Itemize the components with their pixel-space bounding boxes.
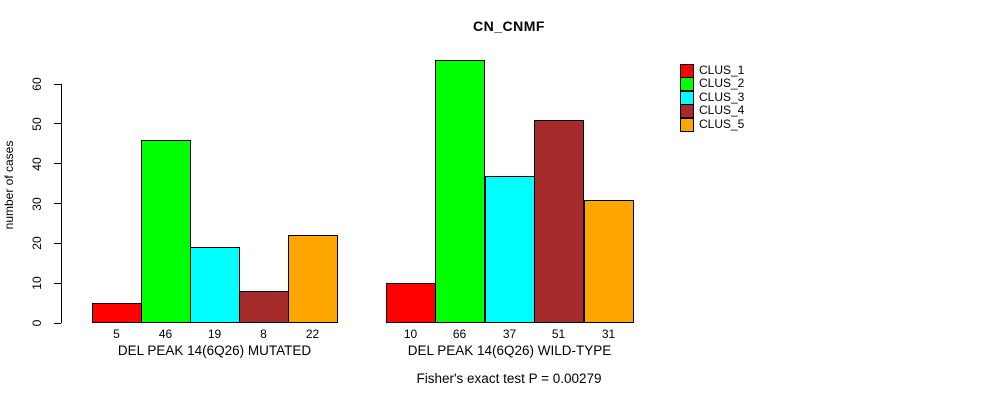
bar-clus_3-group2 bbox=[485, 176, 535, 323]
legend-label-clus_3: CLUS_3 bbox=[699, 89, 745, 104]
legend-label-clus_2: CLUS_2 bbox=[699, 76, 745, 91]
y-tick-label-0: 0 bbox=[30, 319, 44, 327]
legend-label-clus_4: CLUS_4 bbox=[699, 103, 745, 118]
y-tick-mark-20 bbox=[54, 242, 61, 244]
bar-clus_2-group2 bbox=[435, 60, 485, 323]
bar-clus_1-group2 bbox=[386, 283, 436, 323]
bar-clus_4-group2 bbox=[534, 120, 584, 323]
bar-value-clus_1-group1: 5 bbox=[113, 327, 120, 341]
y-tick-label-40: 40 bbox=[30, 156, 44, 171]
bar-clus_5-group2 bbox=[584, 200, 634, 323]
group-label-2: DEL PEAK 14(6Q26) WILD-TYPE bbox=[407, 343, 612, 358]
bar-clus_4-group1 bbox=[239, 291, 289, 323]
legend-swatch-clus_1 bbox=[680, 64, 694, 78]
y-tick-label-10: 10 bbox=[30, 276, 44, 290]
y-tick-mark-10 bbox=[54, 282, 61, 284]
legend-swatch-clus_3 bbox=[680, 90, 694, 105]
y-tick-mark-40 bbox=[54, 163, 61, 165]
bar-value-clus_5-group1: 22 bbox=[305, 327, 320, 341]
y-tick-mark-60 bbox=[54, 83, 61, 85]
y-axis-line bbox=[61, 84, 62, 323]
bar-value-clus_4-group1: 8 bbox=[260, 327, 267, 341]
y-tick-label-30: 30 bbox=[30, 196, 44, 211]
group-label-1: DEL PEAK 14(6Q26) MUTATED bbox=[117, 343, 312, 358]
y-tick-mark-30 bbox=[54, 203, 61, 204]
y-tick-label-50: 50 bbox=[30, 117, 44, 131]
bar-value-clus_3-group1: 19 bbox=[207, 327, 222, 341]
legend-label-clus_1: CLUS_1 bbox=[699, 63, 745, 77]
bar-value-clus_4-group2: 51 bbox=[551, 327, 566, 341]
bar-value-clus_5-group2: 31 bbox=[601, 327, 616, 341]
bar-clus_2-group1 bbox=[141, 140, 191, 323]
chart-title: CN_CNMF bbox=[473, 18, 545, 34]
y-tick-mark-50 bbox=[54, 123, 61, 125]
legend-swatch-clus_5 bbox=[680, 117, 694, 132]
bar-clus_5-group1 bbox=[288, 235, 338, 323]
y-tick-mark-0 bbox=[54, 322, 61, 324]
legend-label-clus_5: CLUS_5 bbox=[699, 116, 745, 131]
bar-clus_1-group1 bbox=[92, 303, 142, 323]
legend-swatch-clus_4 bbox=[680, 104, 694, 119]
y-axis-label: number of cases bbox=[2, 140, 16, 230]
bar-value-clus_3-group2: 37 bbox=[502, 327, 517, 341]
bar-value-clus_2-group2: 66 bbox=[452, 327, 467, 341]
bar-value-clus_1-group2: 10 bbox=[403, 327, 418, 341]
bar-clus_3-group1 bbox=[190, 247, 240, 323]
y-tick-label-60: 60 bbox=[30, 77, 44, 91]
legend-swatch-clus_2 bbox=[680, 77, 694, 92]
y-tick-label-20: 20 bbox=[30, 236, 44, 251]
bar-value-clus_2-group1: 46 bbox=[158, 327, 173, 341]
annotation-text: Fisher's exact test P = 0.00279 bbox=[416, 371, 602, 386]
